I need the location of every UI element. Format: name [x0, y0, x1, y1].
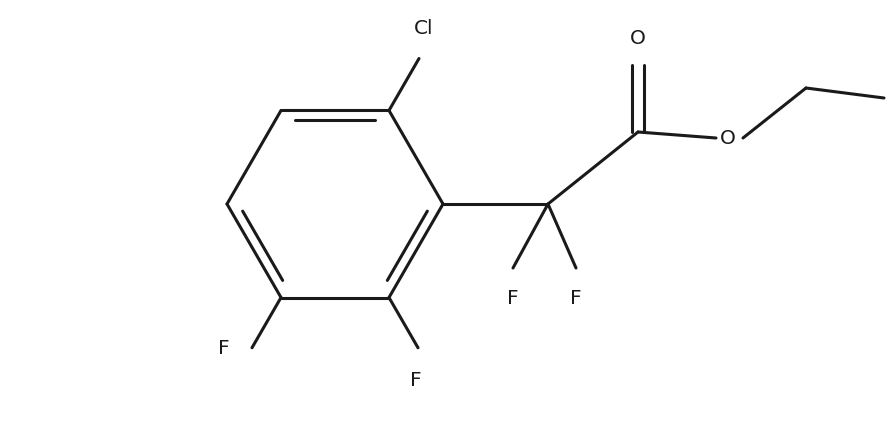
- Text: Cl: Cl: [414, 18, 434, 37]
- Text: O: O: [630, 29, 646, 48]
- Text: F: F: [410, 370, 422, 389]
- Text: O: O: [720, 129, 736, 148]
- Text: F: F: [507, 288, 519, 307]
- Text: F: F: [570, 288, 582, 307]
- Text: F: F: [219, 339, 230, 357]
